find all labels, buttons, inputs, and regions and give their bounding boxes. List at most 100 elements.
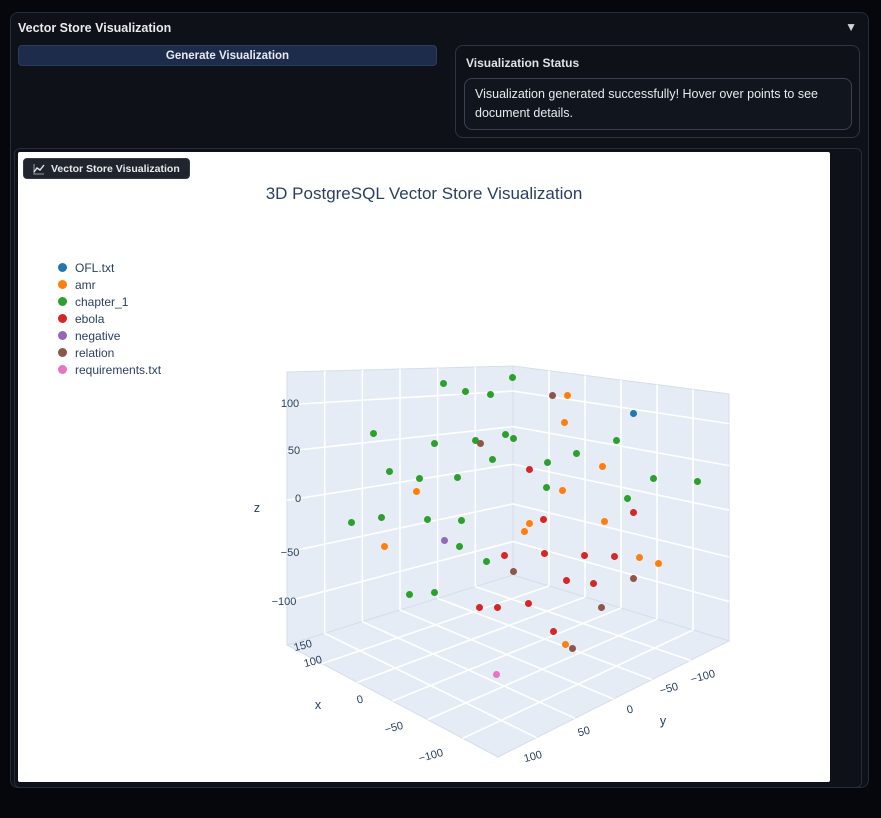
point-negative[interactable] [440, 536, 448, 544]
legend-marker [58, 331, 67, 340]
legend-item-relation[interactable]: relation [58, 344, 161, 361]
point-chapter_1[interactable] [347, 518, 355, 526]
legend-marker [58, 263, 67, 272]
legend-marker [58, 348, 67, 357]
status-message-textbox[interactable]: Visualization generated successfully! Ho… [464, 78, 852, 130]
legend-marker [58, 314, 67, 323]
point-ebola[interactable] [540, 549, 548, 557]
point-ebola[interactable] [539, 515, 547, 523]
legend-label: chapter_1 [75, 294, 129, 309]
legend-label: requirements.txt [75, 362, 162, 377]
point-ebola[interactable] [629, 508, 637, 516]
point-amr[interactable] [598, 462, 606, 470]
point-chapter_1[interactable] [453, 473, 461, 481]
legend-label: relation [75, 345, 115, 360]
point-requirements.txt[interactable] [492, 670, 500, 678]
generate-visualization-button[interactable]: Generate Visualization [18, 45, 437, 66]
point-chapter_1[interactable] [430, 439, 438, 447]
collapse-chevron-icon[interactable]: ▼ [845, 20, 857, 34]
legend-item-requirements.txt[interactable]: requirements.txt [58, 361, 161, 378]
grid-line [475, 585, 691, 662]
point-ebola[interactable] [475, 603, 483, 611]
plot-card: Vector Store Visualization 3D PostgreSQL… [18, 152, 830, 782]
point-chapter_1[interactable] [543, 458, 551, 466]
plot-chip-label: Vector Store Visualization [51, 162, 180, 175]
point-ebola[interactable] [562, 576, 570, 584]
point-amr[interactable] [654, 559, 662, 567]
point-chapter_1[interactable] [423, 515, 431, 523]
point-chapter_1[interactable] [488, 455, 496, 463]
point-chapter_1[interactable] [377, 513, 385, 521]
point-amr[interactable] [561, 640, 569, 648]
point-chapter_1[interactable] [542, 483, 550, 491]
point-amr[interactable] [558, 486, 566, 494]
point-chapter_1[interactable] [471, 436, 479, 444]
point-chapter_1[interactable] [623, 494, 631, 502]
chart-icon [33, 163, 45, 174]
point-amr[interactable] [563, 391, 571, 399]
point-amr[interactable] [525, 519, 533, 527]
point-ebola[interactable] [500, 551, 508, 559]
point-relation[interactable] [509, 567, 517, 575]
generate-visualization-label: Generate Visualization [165, 49, 290, 62]
status-panel-label: Visualization Status [466, 56, 580, 70]
point-chapter_1[interactable] [509, 434, 517, 442]
point-chapter_1[interactable] [385, 467, 393, 475]
point-chapter_1[interactable] [501, 430, 509, 438]
point-chapter_1[interactable] [439, 379, 447, 387]
legend-item-chapter_1[interactable]: chapter_1 [58, 293, 161, 310]
point-chapter_1[interactable] [649, 474, 657, 482]
point-amr[interactable] [600, 517, 608, 525]
visualization-status-panel: Visualization Status Visualization gener… [455, 45, 860, 138]
legend-label: amr [75, 277, 96, 292]
point-amr[interactable] [635, 553, 643, 561]
point-ebola[interactable] [493, 603, 501, 611]
point-chapter_1[interactable] [486, 390, 494, 398]
point-ebola[interactable] [589, 579, 597, 587]
point-chapter_1[interactable] [508, 373, 516, 381]
legend-label: negative [75, 328, 121, 343]
point-amr[interactable] [520, 527, 528, 535]
point-chapter_1[interactable] [415, 474, 423, 482]
scene-3d [285, 365, 731, 758]
point-amr[interactable] [412, 487, 420, 495]
point-ebola[interactable] [610, 552, 618, 560]
point-chapter_1[interactable] [455, 542, 463, 550]
legend-label: OFL.txt [75, 260, 115, 275]
point-chapter_1[interactable] [461, 387, 469, 395]
point-ebola[interactable] [525, 465, 533, 473]
point-amr[interactable] [560, 418, 568, 426]
point-ebola[interactable] [580, 551, 588, 559]
point-chapter_1[interactable] [572, 449, 580, 457]
point-relation[interactable] [629, 574, 637, 582]
point-amr[interactable] [380, 542, 388, 550]
legend-item-negative[interactable]: negative [58, 327, 161, 344]
point-chapter_1[interactable] [369, 429, 377, 437]
point-ebola[interactable] [524, 599, 532, 607]
point-relation[interactable] [548, 391, 556, 399]
point-ebola[interactable] [549, 627, 557, 635]
legend-marker [58, 280, 67, 289]
point-relation[interactable] [568, 644, 576, 652]
chart-title: 3D PostgreSQL Vector Store Visualization [265, 184, 583, 203]
plot-component-block [14, 148, 862, 788]
point-chapter_1[interactable] [457, 516, 465, 524]
legend-item-OFL.txt[interactable]: OFL.txt [58, 259, 161, 276]
point-chapter_1[interactable] [693, 477, 701, 485]
point-chapter_1[interactable] [482, 557, 490, 565]
legend-marker [58, 297, 67, 306]
point-OFL.txt[interactable] [629, 409, 637, 417]
legend-label: ebola [75, 311, 105, 326]
legend-item-amr[interactable]: amr [58, 276, 161, 293]
point-chapter_1[interactable] [612, 436, 620, 444]
scene-points [18, 152, 830, 782]
point-chapter_1[interactable] [405, 590, 413, 598]
legend-item-ebola[interactable]: ebola [58, 310, 161, 327]
point-relation[interactable] [597, 603, 605, 611]
app-title: Vector Store Visualization [18, 21, 172, 35]
plot-label-chip: Vector Store Visualization [23, 158, 190, 179]
point-relation[interactable] [476, 439, 484, 447]
point-chapter_1[interactable] [430, 588, 438, 596]
